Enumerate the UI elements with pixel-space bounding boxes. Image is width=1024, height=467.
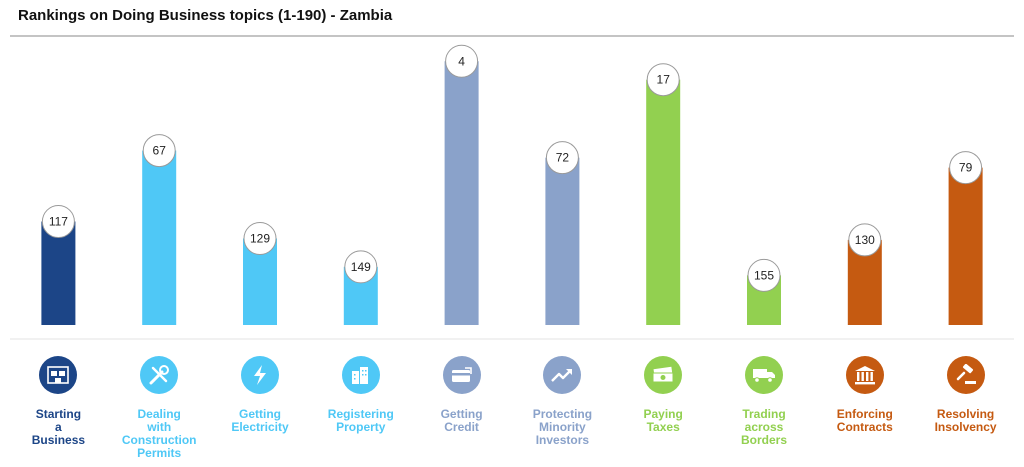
category-label: Enforcing Contracts — [836, 407, 893, 434]
value-label: 72 — [556, 151, 570, 165]
category-item: Paying Taxes — [615, 356, 711, 434]
category-label: Paying Taxes — [643, 407, 683, 434]
title-divider — [10, 35, 1014, 37]
value-label-circle — [243, 222, 277, 256]
gavel-icon — [946, 356, 985, 394]
value-label-circle — [545, 141, 579, 175]
bar-chart: 117 67 129 149 4 72 17 155 130 79 — [10, 44, 1014, 340]
category-label: Getting Electricity — [231, 407, 289, 434]
value-label: 130 — [855, 233, 875, 247]
bar — [545, 157, 580, 325]
value-label: 149 — [351, 260, 371, 274]
value-label-circle — [646, 63, 680, 97]
value-label-circle — [747, 258, 781, 292]
category-item: Resolving Insolvency — [918, 356, 1014, 434]
category-item: Registering Property — [313, 356, 409, 434]
bar — [646, 79, 681, 325]
value-label-circle — [142, 134, 176, 168]
tools-icon — [140, 356, 179, 394]
category-label: Getting Credit — [440, 407, 483, 434]
value-label: 4 — [458, 54, 465, 68]
truck-icon — [745, 356, 783, 394]
category-item: Starting a Business — [10, 356, 106, 447]
value-label-circle — [848, 223, 882, 257]
value-label: 17 — [657, 73, 671, 87]
category-label: Trading across Borders — [740, 407, 787, 447]
value-label-circle — [949, 151, 983, 185]
credit-card-icon — [442, 356, 481, 394]
category-label: Starting a Business — [31, 407, 86, 447]
value-label: 155 — [754, 268, 774, 282]
category-item: Trading across Borders — [716, 356, 812, 447]
value-label: 79 — [959, 161, 973, 175]
category-label: Protecting Minority Investors — [532, 407, 593, 447]
courthouse-icon — [845, 356, 884, 394]
value-label: 67 — [153, 144, 167, 158]
category-item: Getting Electricity — [212, 356, 308, 434]
value-label-circle — [41, 204, 75, 238]
category-item: Getting Credit — [414, 356, 510, 434]
category-label: Registering Property — [327, 407, 394, 434]
value-label-circle — [445, 44, 479, 78]
bar — [41, 221, 76, 325]
category-item: Dealing with Construction Permits — [111, 356, 207, 460]
category-item: Protecting Minority Investors — [514, 356, 610, 447]
bar — [142, 150, 177, 325]
category-item: Enforcing Contracts — [817, 356, 913, 434]
business-building-icon — [39, 356, 78, 394]
value-label: 117 — [49, 214, 68, 228]
lightning-icon — [241, 356, 279, 394]
trend-up-icon — [543, 356, 582, 394]
buildings-icon — [341, 356, 380, 394]
money-stack-icon — [644, 356, 683, 394]
category-label: Dealing with Construction Permits — [121, 407, 197, 460]
value-label: 129 — [250, 232, 270, 246]
chart-title: Rankings on Doing Business topics (1-190… — [18, 7, 393, 24]
category-label: Resolving Insolvency — [934, 407, 997, 434]
value-label-circle — [344, 250, 378, 284]
bar — [948, 167, 983, 325]
bar — [444, 61, 479, 325]
